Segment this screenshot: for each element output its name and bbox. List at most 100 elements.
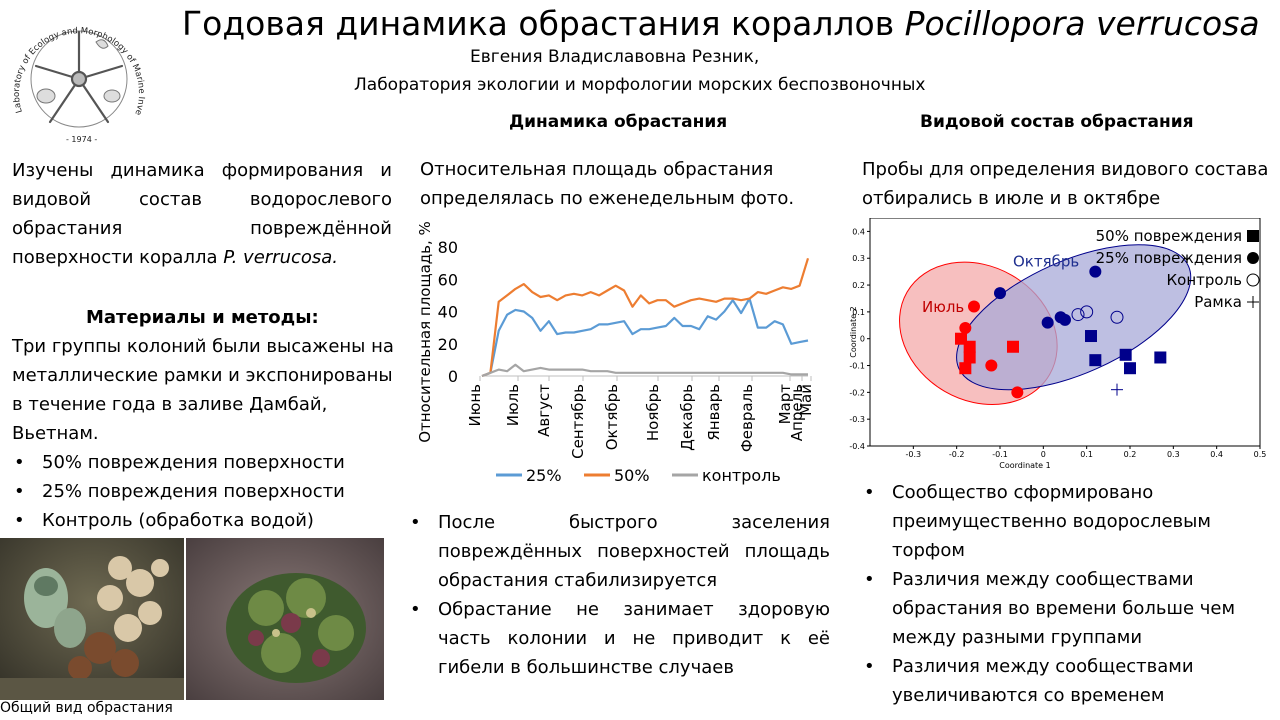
data-point: [963, 351, 976, 364]
intro-text: Изучены динамика формирования и видовой …: [12, 156, 392, 272]
legend-item: контроль: [672, 466, 781, 485]
data-point: [1059, 313, 1071, 326]
intro-species: P. verrucosa.: [223, 247, 339, 268]
data-point: [985, 359, 998, 372]
y-tick-label: 80: [438, 238, 458, 257]
x-tick-label: -0.1: [992, 450, 1008, 459]
x-tick-label: Январь: [705, 384, 723, 441]
x-tick-label: Июнь: [466, 384, 484, 427]
plot-frame: [869, 218, 1261, 447]
y-tick-label: 60: [438, 270, 458, 289]
group-item: 25% повреждения поверхности: [12, 477, 397, 506]
legend-marker: [1247, 230, 1259, 242]
legend-item: Рамка: [1194, 293, 1259, 311]
y-tick-label: 0.2: [852, 281, 865, 290]
author: Евгения Владиславовна Резник,: [470, 47, 760, 67]
logo-arc-text: Laboratory of Ecology and Morphology of …: [1, 0, 146, 116]
data-point: [1110, 310, 1124, 324]
legend-label: Контроль: [1167, 271, 1243, 289]
group-item: 50% повреждения поверхности: [12, 448, 397, 477]
x-tick-label: -0.2: [949, 450, 965, 459]
x-tick-label: Май: [797, 384, 815, 416]
y-tick-label: 0.1: [852, 308, 865, 317]
data-point: [1154, 351, 1167, 364]
data-point: [994, 287, 1006, 300]
legend-label: контроль: [702, 466, 781, 485]
nmds-scatter-chart: -0.3 -0.2 -0.1 0 0.1 0.2 0.3 0.4 0.5 0.4 0.3 0.2 0.1…: [849, 218, 1266, 470]
legend-marker: [1247, 296, 1259, 308]
y-tick-label: 0: [860, 335, 865, 344]
y-tick-label: -0.2: [849, 388, 865, 397]
intro-main: Изучены динамика формирования и видовой …: [12, 160, 392, 268]
photo-fouling-closeup: [186, 538, 384, 700]
composition-bullet: Сообщество сформировано преимущественно …: [862, 478, 1274, 565]
y-axis-label: Относительная площадь, %: [416, 221, 434, 443]
y-tick-label: 0: [448, 367, 458, 386]
series-line-контроль: [481, 363, 808, 378]
x-tick-label: Ноябрь: [644, 384, 662, 441]
x-tick-label: Июль: [504, 384, 522, 426]
x-axis-label: Coordinate 1: [999, 461, 1051, 470]
x-tick-label: -0.3: [906, 450, 922, 459]
x-tick-label: 0.1: [1080, 450, 1093, 459]
y-tick-label: 20: [438, 335, 458, 354]
photo-caption: Общий вид обрастания: [0, 700, 173, 716]
dynamics-heading: Динамика обрастания: [509, 112, 728, 132]
shell-icon: [36, 39, 121, 104]
photo-fouling-overview: [0, 538, 184, 700]
y-axis-label: Coordinate 2: [849, 306, 858, 358]
legend-marker: [1247, 252, 1259, 264]
y-tick-label: 0.3: [852, 254, 865, 263]
dynamics-text: Относительная площадь обрастания определ…: [420, 159, 795, 209]
data-point: [1111, 383, 1123, 396]
x-tick-label: Декабрь: [678, 384, 696, 451]
legend-label: 50%: [614, 466, 650, 485]
data-point: [959, 321, 972, 334]
composition-bullet: Различия между сообществами обрастания в…: [862, 565, 1274, 652]
y-tick-label: 0.4: [852, 227, 865, 236]
data-point: [1089, 354, 1102, 367]
data-point: [1124, 362, 1136, 375]
poster-title: Годовая динамика обрастания кораллов Poc…: [182, 2, 1260, 46]
composition-bullets: Сообщество сформировано преимущественно …: [862, 478, 1274, 710]
starfish-icon: [34, 30, 124, 124]
y-tick-label: 40: [438, 303, 458, 322]
groups-list: 50% повреждения поверхности 25% поврежде…: [12, 448, 397, 535]
y-tick-label: -0.3: [849, 415, 865, 424]
x-tick-label: 0.2: [1124, 450, 1137, 459]
fouling-area-line-chart: Относительная площадь, % 0 20 40 60 80 Июнь И…: [416, 221, 815, 485]
legend-item: 50%: [584, 466, 650, 485]
data-point: [959, 362, 972, 375]
group-label: Октябрь: [1013, 252, 1079, 270]
legend-item: Контроль: [1167, 271, 1260, 289]
x-tick-label: Август: [535, 384, 553, 437]
dynamics-bullet: Обрастание не занимает здоровую часть ко…: [408, 595, 830, 682]
group-item: Контроль (обработка водой): [12, 506, 397, 535]
legend-item: 50% повреждения: [1096, 227, 1259, 245]
lab-logo: Laboratory of Ecology and Morphology of …: [1, 0, 154, 154]
dynamics-bullets: После быстрого заселения повреждённых по…: [408, 508, 830, 682]
data-point: [1119, 348, 1132, 361]
x-tick-label: 0: [1041, 450, 1046, 459]
legend-label: 50% повреждения: [1096, 227, 1242, 245]
methods-text: Три группы колоний были высажены на мета…: [12, 336, 394, 444]
legend-label: 25% повреждения: [1096, 249, 1242, 267]
legend-label: 25%: [526, 466, 562, 485]
svg-text:Laboratory of Ecology and Morp: Laboratory of Ecology and Morphology of …: [4, 4, 146, 116]
logo-year: - 1974 -: [66, 135, 97, 144]
data-point: [1089, 265, 1102, 278]
dynamics-bullet: После быстрого заселения повреждённых по…: [408, 508, 830, 595]
legend-item: 25% повреждения: [1096, 249, 1259, 267]
data-point: [1041, 316, 1054, 329]
x-tick-label: 0.3: [1167, 450, 1180, 459]
y-tick-label: -0.4: [849, 442, 865, 451]
group-ellipse: [956, 244, 1192, 391]
data-point: [1071, 308, 1085, 322]
series-line-25%: [481, 297, 809, 378]
legend-label: Рамка: [1194, 293, 1242, 311]
x-tick-label: Апрель: [788, 384, 806, 441]
x-tick-label: Сентябрь: [569, 384, 587, 459]
group-label: Июль: [922, 298, 964, 316]
composition-text: Пробы для определения видового состава о…: [862, 159, 1269, 209]
data-point: [963, 340, 976, 353]
